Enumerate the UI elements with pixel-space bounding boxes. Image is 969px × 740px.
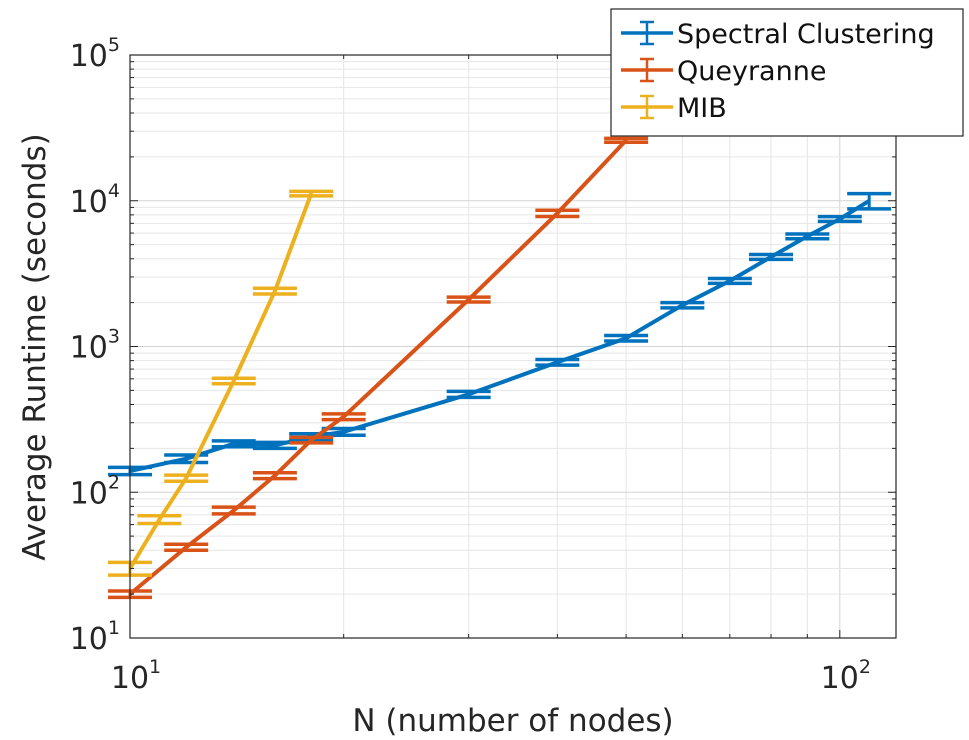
error-bar xyxy=(446,295,491,304)
x-tick-label: 101 xyxy=(111,656,161,696)
error-bar xyxy=(785,232,830,241)
y-tick-label: 103 xyxy=(70,326,120,366)
error-bar xyxy=(252,471,297,481)
error-bar xyxy=(446,389,491,400)
axes: 101 102 103 104 105 101 102 xyxy=(70,34,896,696)
error-bar xyxy=(321,412,366,422)
error-bar xyxy=(535,208,580,219)
legend-item: MIB xyxy=(621,93,727,124)
error-bar xyxy=(289,435,334,445)
error-bar xyxy=(252,286,297,296)
error-bar xyxy=(164,453,209,465)
error-bar xyxy=(137,513,182,526)
legend-box xyxy=(610,8,964,137)
legend-label: Queyranne xyxy=(677,56,826,87)
x-tick-label: 102 xyxy=(821,656,871,696)
series-1 xyxy=(108,191,892,477)
legend-label: Spectral Clustering xyxy=(677,19,935,50)
error-bar xyxy=(847,191,892,211)
series-2 xyxy=(108,136,649,600)
error-bar xyxy=(289,189,334,198)
y-tick-label: 101 xyxy=(70,617,120,657)
series-layer xyxy=(108,136,892,600)
error-bar xyxy=(817,214,862,224)
y-tick-label: 102 xyxy=(70,471,120,511)
legend: Spectral Clustering Queyranne MIB xyxy=(610,8,964,137)
error-bar xyxy=(660,300,705,310)
error-bar xyxy=(604,136,649,144)
legend-item: Spectral Clustering xyxy=(621,19,935,50)
error-bar xyxy=(164,473,209,483)
error-bar xyxy=(211,505,256,516)
y-tick-label: 104 xyxy=(70,180,120,220)
error-bar xyxy=(211,376,256,386)
error-bar xyxy=(604,333,649,343)
legend-label: MIB xyxy=(677,93,727,124)
error-bar xyxy=(164,542,209,552)
series-3 xyxy=(108,189,334,577)
error-bar xyxy=(707,276,752,286)
legend-item: Queyranne xyxy=(621,56,826,87)
error-bar xyxy=(211,439,256,449)
error-bar xyxy=(535,357,580,367)
y-axis-label: Average Runtime (seconds) xyxy=(17,133,53,560)
error-bar xyxy=(749,252,794,262)
x-axis-label: N (number of nodes) xyxy=(352,703,673,739)
y-tick-label: 105 xyxy=(70,34,120,74)
series-line xyxy=(128,192,314,570)
